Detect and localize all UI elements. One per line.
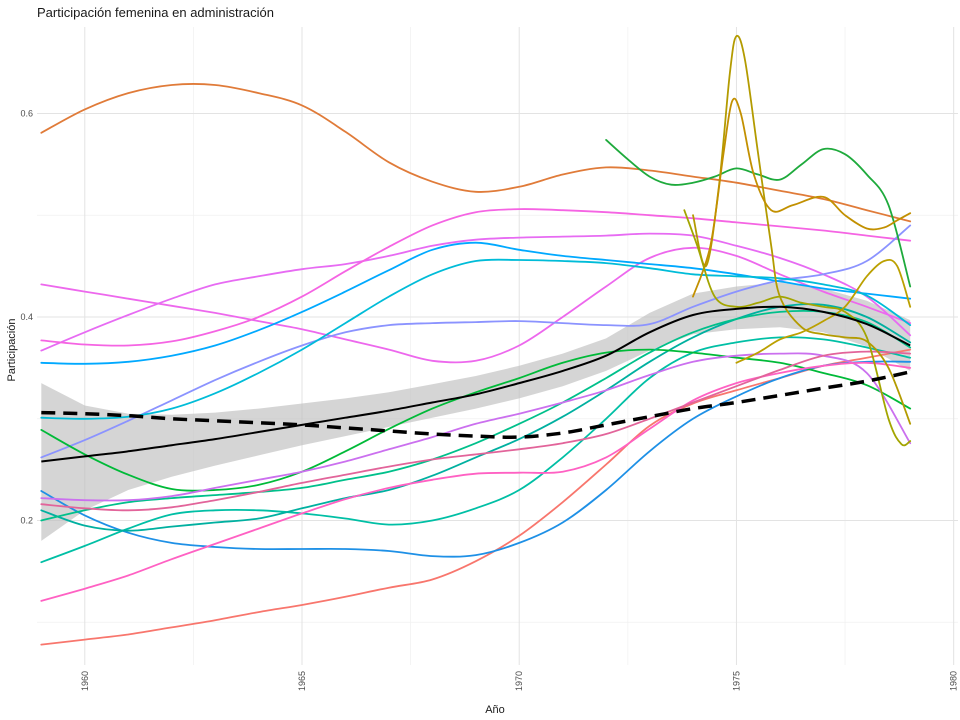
series-line — [40, 241, 912, 365]
x-tick-label: 1970 — [514, 671, 524, 691]
y-tick-label: 0.6 — [20, 108, 33, 118]
dashed-reference-line — [41, 370, 911, 439]
grid-lines — [37, 27, 958, 665]
series-line — [683, 209, 912, 447]
series-line — [605, 139, 912, 288]
series-line — [692, 34, 912, 425]
series-line — [40, 360, 912, 558]
series-line — [40, 208, 912, 347]
x-axis-title: Año — [485, 704, 505, 716]
x-tick-label: 1965 — [297, 671, 307, 691]
series-line — [40, 361, 912, 602]
series-line — [40, 224, 912, 459]
chart-title: Participación femenina en administración — [37, 5, 274, 20]
x-tick-label: 1975 — [731, 671, 741, 691]
series-line — [40, 348, 912, 646]
series-line — [40, 232, 912, 352]
series-lines — [40, 34, 912, 646]
confidence-band — [41, 282, 911, 541]
x-tick-label: 1980 — [949, 671, 959, 691]
series-line — [40, 352, 912, 502]
tick-labels: 0.2 0.4 0.6 1960 1965 1970 1975 1980 — [20, 108, 958, 691]
series-line — [40, 348, 912, 492]
y-axis-title: Participación — [6, 319, 18, 382]
confidence-band-group — [41, 282, 911, 541]
series-line — [40, 303, 912, 532]
y-tick-label: 0.2 — [20, 516, 33, 526]
series-line — [40, 309, 912, 522]
smooth-trend-line — [41, 305, 911, 463]
series-line — [40, 258, 912, 420]
series-line — [40, 350, 912, 512]
y-tick-label: 0.4 — [20, 312, 33, 322]
series-line — [40, 246, 912, 364]
series-line — [40, 336, 912, 564]
x-tick-label: 1960 — [80, 671, 90, 691]
series-line — [692, 97, 912, 298]
trend-lines — [41, 305, 911, 463]
series-line — [40, 83, 912, 223]
